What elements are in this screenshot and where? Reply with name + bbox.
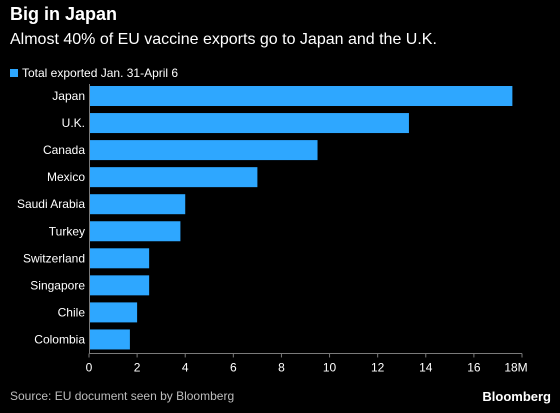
x-tick-label: 8 [278, 360, 285, 374]
category-label: Chile [58, 305, 86, 319]
bar-u-k [89, 113, 409, 134]
bars-group [89, 86, 513, 350]
legend-swatch [10, 69, 18, 77]
chart-title: Big in Japan [10, 4, 118, 24]
x-tick-label: 14 [419, 360, 433, 374]
bar-singapore [89, 275, 150, 296]
x-tick-label: 12 [371, 360, 385, 374]
bar-turkey [89, 221, 181, 242]
category-label: Switzerland [23, 251, 85, 265]
x-tick-label: 2 [134, 360, 141, 374]
x-tick-label: 16 [467, 360, 481, 374]
bar-switzerland [89, 248, 150, 269]
bar-chile [89, 302, 138, 323]
chart-subtitle: Almost 40% of EU vaccine exports go to J… [10, 31, 437, 48]
legend-label: Total exported Jan. 31-April 6 [22, 66, 179, 80]
x-tick-label: 18M [504, 360, 527, 374]
x-tick-label: 10 [323, 360, 337, 374]
source-note: Source: EU document seen by Bloomberg [10, 389, 235, 403]
bar-saudi-arabia [89, 194, 186, 215]
x-axis-group: 0 2 4 6 8 10 12 14 16 18M [86, 84, 528, 374]
x-tick-label: 4 [182, 360, 189, 374]
category-labels-group: Japan U.K. Canada Mexico Saudi Arabia Turkey S… [17, 89, 85, 346]
x-tick-label: 0 [86, 360, 93, 374]
x-tick-label: 6 [230, 360, 237, 374]
category-label: Canada [43, 143, 85, 157]
category-label: Colombia [34, 332, 85, 346]
bloomberg-logo: Bloomberg [482, 389, 551, 404]
bar-japan [89, 86, 513, 106]
category-label: Saudi Arabia [17, 197, 85, 211]
category-label: Turkey [49, 224, 85, 238]
category-label: Mexico [47, 170, 85, 184]
bar-canada [89, 140, 318, 161]
category-label: Japan [52, 89, 85, 103]
bar-mexico [89, 167, 258, 188]
category-label: U.K. [62, 116, 85, 130]
bar-colombia [89, 329, 130, 350]
category-label: Singapore [30, 278, 85, 292]
legend: Total exported Jan. 31-April 6 [10, 65, 178, 81]
